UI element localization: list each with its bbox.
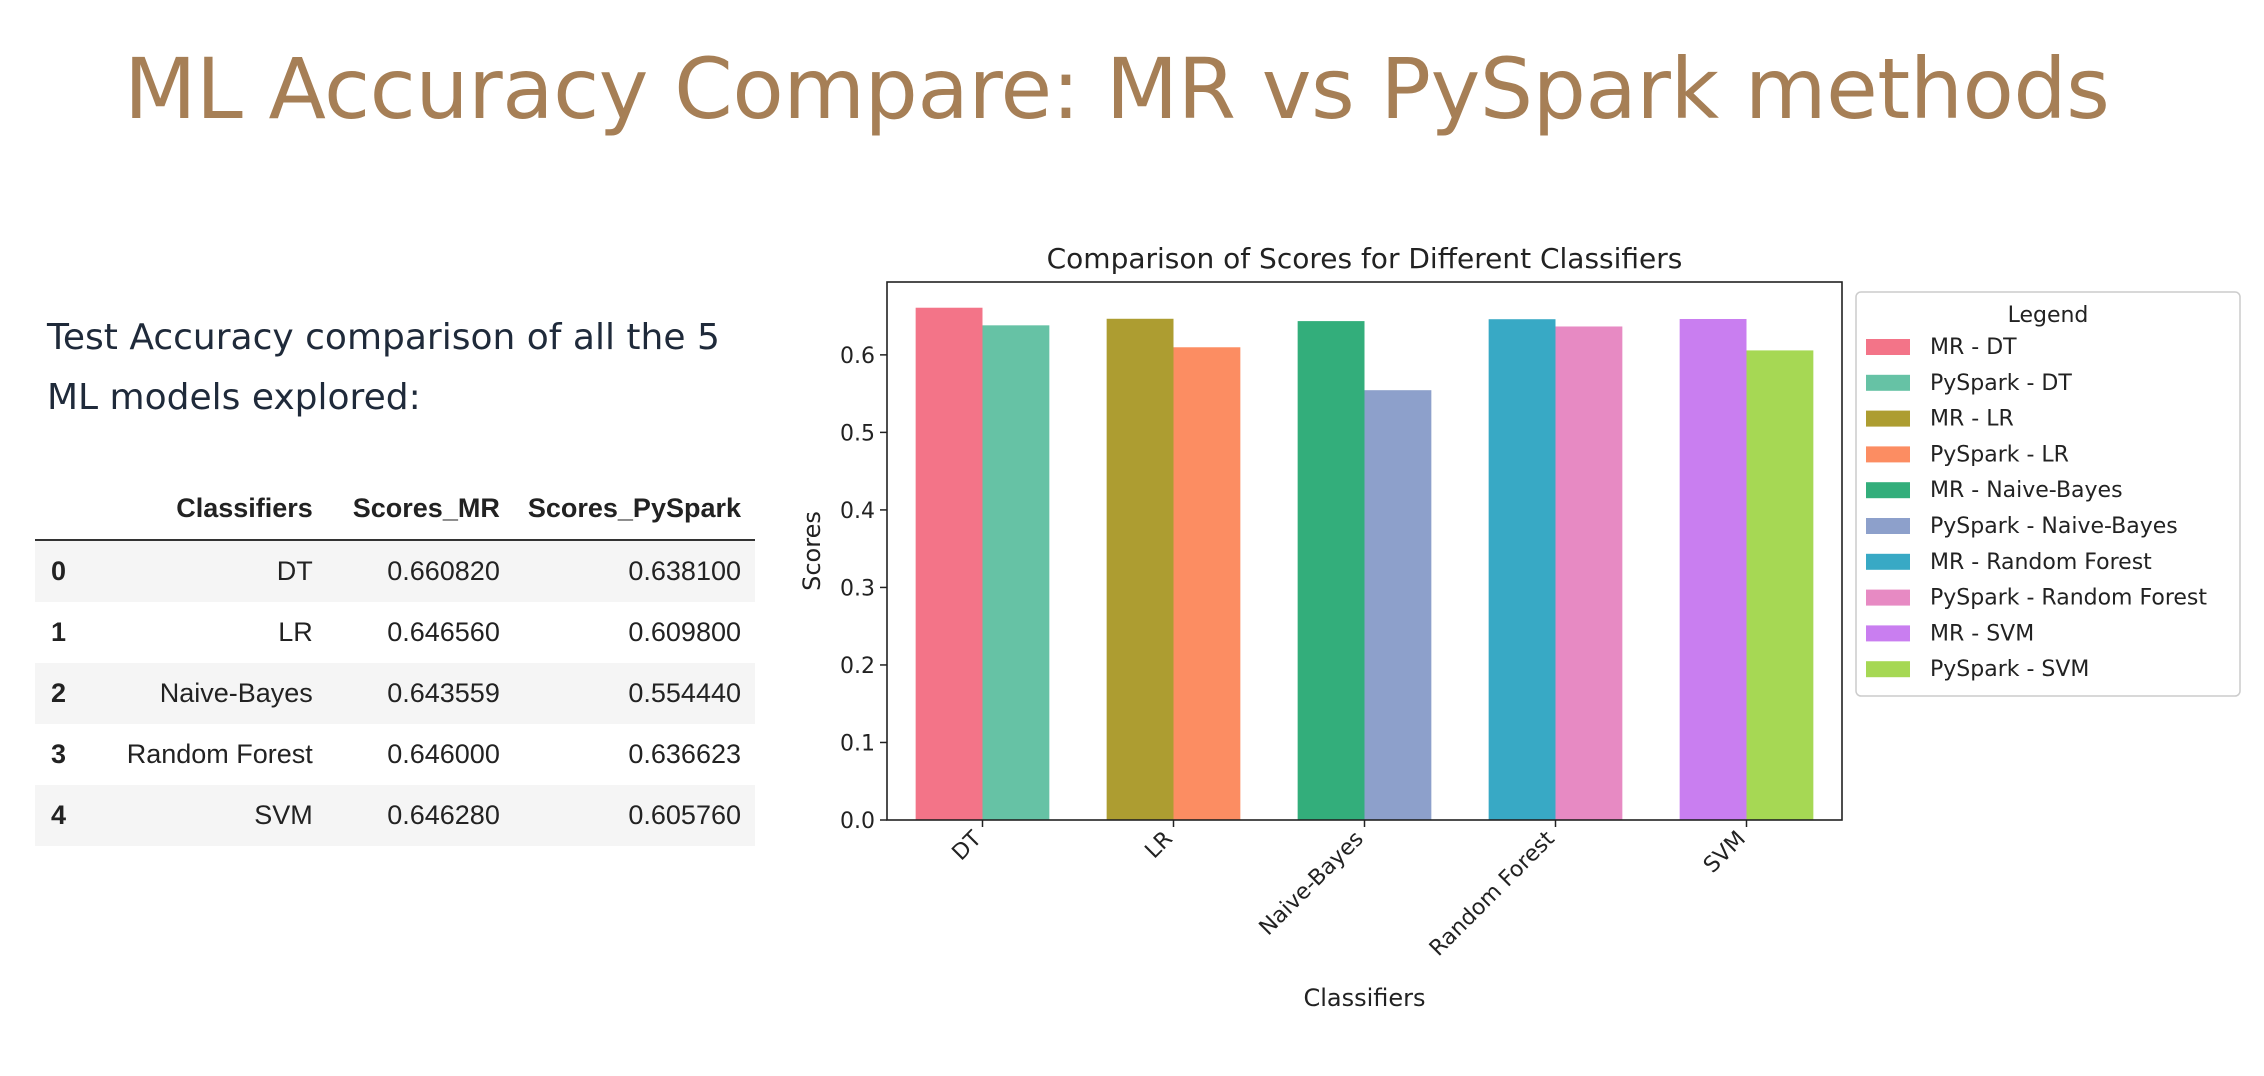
- row-score-pyspark: 0.554440: [628, 678, 741, 708]
- row-index: 0: [51, 556, 67, 586]
- y-axis-label: Scores: [798, 511, 826, 591]
- bar-pyspark-svm: [1746, 350, 1814, 820]
- x-tick-label: DT: [948, 826, 988, 866]
- legend-swatch: [1866, 482, 1910, 499]
- row-score-pyspark: 0.636623: [628, 739, 741, 769]
- bar-mr-lr: [1106, 318, 1174, 820]
- row-score-mr: 0.646560: [387, 617, 500, 647]
- y-tick-label: 0.0: [840, 809, 875, 834]
- legend-swatch: [1866, 339, 1910, 355]
- legend-title: Legend: [2008, 303, 2089, 328]
- table-row: 1 LR 0.646560 0.609800: [35, 602, 755, 663]
- x-tick-label: SVM: [1699, 827, 1751, 879]
- row-score-mr: 0.646000: [387, 739, 500, 769]
- legend-label: PySpark - DT: [1930, 371, 2072, 396]
- legend-swatch: [1866, 410, 1910, 427]
- legend-swatch: [1866, 553, 1910, 570]
- table-header-row: Classifiers Scores_MR Scores_PySpark: [35, 478, 755, 541]
- legend-swatch: [1866, 661, 1910, 678]
- legend-swatch: [1866, 446, 1910, 463]
- legend-label: MR - SVM: [1930, 621, 2034, 646]
- header-scores-mr: Scores_MR: [326, 478, 514, 541]
- plot-frame: [886, 281, 1843, 821]
- row-classifier: DT: [276, 556, 313, 586]
- legend-label: PySpark - Random Forest: [1930, 586, 2207, 611]
- table-row: 2 Naive-Bayes 0.643559 0.554440: [35, 663, 755, 724]
- legend-swatch: [1866, 589, 1910, 606]
- row-classifier: Random Forest: [126, 739, 313, 769]
- table-row: 0 DT 0.660820 0.638100: [35, 540, 755, 602]
- description-line-2: ML models explored:: [47, 377, 421, 418]
- x-tick-label: Random Forest: [1425, 826, 1560, 961]
- header-classifiers: Classifiers: [85, 478, 327, 541]
- row-score-pyspark: 0.609800: [628, 617, 741, 647]
- row-classifier: Naive-Bayes: [159, 678, 313, 708]
- row-score-mr: 0.660820: [387, 556, 500, 586]
- row-score-pyspark: 0.638100: [628, 556, 741, 586]
- row-index: 3: [51, 739, 67, 769]
- row-classifier: SVM: [254, 800, 313, 830]
- legend-label: PySpark - LR: [1930, 442, 2069, 467]
- y-tick-label: 0.2: [840, 654, 875, 679]
- row-score-pyspark: 0.605760: [628, 800, 741, 830]
- legend-swatch: [1866, 374, 1910, 391]
- y-tick-label: 0.4: [840, 499, 875, 524]
- bar-mr-dt: [915, 307, 983, 820]
- bar-pyspark-naive-bayes: [1364, 390, 1432, 820]
- legend-label: MR - Naive-Bayes: [1930, 478, 2123, 503]
- row-index: 2: [51, 678, 67, 708]
- y-tick-label: 0.1: [840, 731, 875, 756]
- description-text: Test Accuracy comparison of all the 5 ML…: [47, 308, 747, 428]
- y-tick-label: 0.3: [840, 576, 875, 601]
- legend-label: MR - DT: [1930, 335, 2017, 360]
- y-tick-label: 0.6: [840, 344, 875, 369]
- legend-box: [1855, 291, 2241, 697]
- legend-swatch: [1866, 518, 1910, 534]
- bar-mr-naive-bayes: [1297, 321, 1365, 820]
- bar-pyspark-dt: [982, 325, 1050, 820]
- table-row: 3 Random Forest 0.646000 0.636623: [35, 724, 755, 785]
- legend-label: PySpark - Naive-Bayes: [1930, 514, 2178, 539]
- table-row: 4 SVM 0.646280 0.605760: [35, 785, 755, 846]
- row-score-mr: 0.646280: [387, 800, 500, 830]
- x-tick-label: Naive-Bayes: [1255, 827, 1369, 941]
- bar-mr-random-forest: [1488, 319, 1556, 820]
- legend-label: PySpark - SVM: [1930, 657, 2089, 682]
- chart-title: Comparison of Scores for Different Class…: [1047, 242, 1683, 275]
- header-index: [35, 478, 86, 541]
- row-classifier: LR: [278, 617, 313, 647]
- bar-mr-svm: [1679, 318, 1747, 820]
- x-axis-label: Classifiers: [1303, 984, 1425, 1012]
- bar-pyspark-lr: [1173, 347, 1241, 820]
- row-index: 1: [51, 617, 67, 647]
- header-scores-pyspark: Scores_PySpark: [513, 478, 755, 541]
- row-index: 4: [51, 800, 67, 830]
- row-score-mr: 0.643559: [387, 678, 500, 708]
- description-line-1: Test Accuracy comparison of all the 5: [47, 317, 720, 358]
- slide-title: ML Accuracy Compare: MR vs PySpark metho…: [124, 40, 2110, 138]
- scores-table: Classifiers Scores_MR Scores_PySpark 0 D…: [35, 478, 755, 846]
- legend-label: MR - LR: [1930, 407, 2014, 432]
- bar-pyspark-random-forest: [1555, 326, 1623, 820]
- legend-label: MR - Random Forest: [1930, 550, 2152, 575]
- x-tick-label: LR: [1141, 827, 1178, 864]
- y-tick-label: 0.5: [840, 421, 875, 446]
- legend-swatch: [1866, 625, 1910, 642]
